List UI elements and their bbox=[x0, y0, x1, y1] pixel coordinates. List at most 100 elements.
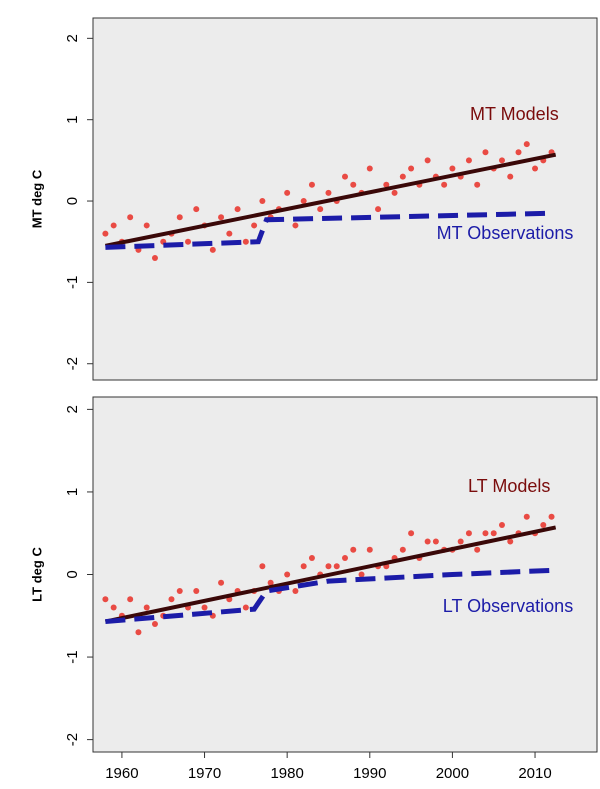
observations-label: MT Observations bbox=[437, 223, 574, 243]
model-point bbox=[375, 206, 382, 213]
model-point bbox=[482, 530, 489, 537]
model-point bbox=[226, 230, 233, 237]
model-point bbox=[218, 579, 225, 586]
model-point bbox=[201, 604, 208, 611]
model-point bbox=[127, 596, 134, 603]
model-point bbox=[176, 214, 183, 221]
model-point bbox=[251, 222, 258, 229]
model-point bbox=[242, 238, 249, 245]
model-point bbox=[342, 554, 348, 561]
model-point bbox=[540, 521, 547, 528]
model-point bbox=[424, 538, 431, 545]
model-point bbox=[218, 214, 225, 221]
model-point bbox=[474, 181, 481, 188]
plot-area bbox=[92, 396, 598, 753]
model-point bbox=[308, 554, 315, 561]
x-tick-label: 2010 bbox=[518, 765, 551, 782]
model-point bbox=[507, 173, 514, 180]
y-tick-label: 2 bbox=[64, 405, 81, 413]
model-point bbox=[325, 189, 332, 196]
model-point bbox=[465, 157, 472, 164]
model-point bbox=[242, 604, 249, 611]
model-point bbox=[143, 604, 150, 611]
model-point bbox=[234, 206, 241, 213]
model-point bbox=[391, 189, 398, 196]
model-point bbox=[135, 629, 142, 636]
model-point bbox=[548, 513, 555, 520]
model-point bbox=[168, 596, 175, 603]
model-point bbox=[465, 530, 472, 537]
x-tick-label: 1990 bbox=[353, 765, 386, 782]
model-point bbox=[308, 181, 315, 188]
model-point bbox=[300, 563, 307, 570]
model-point bbox=[317, 206, 324, 213]
y-tick-label: -2 bbox=[64, 733, 81, 746]
observation-line bbox=[105, 567, 552, 625]
model-point bbox=[399, 546, 406, 553]
model-point bbox=[350, 546, 357, 553]
models-label: MT Models bbox=[470, 104, 559, 124]
trend-line bbox=[104, 152, 557, 248]
model-point bbox=[102, 596, 109, 603]
model-point bbox=[193, 206, 200, 213]
model-point bbox=[498, 157, 505, 164]
model-point bbox=[490, 530, 497, 537]
model-point bbox=[151, 254, 158, 261]
model-point bbox=[110, 222, 117, 229]
model-point bbox=[532, 165, 539, 172]
model-point bbox=[209, 246, 216, 253]
y-tick-label: 0 bbox=[64, 570, 81, 578]
model-point bbox=[292, 588, 299, 595]
model-point bbox=[259, 198, 266, 205]
y-tick-label: 0 bbox=[64, 197, 81, 205]
model-point bbox=[523, 141, 530, 148]
y-tick-label: 1 bbox=[64, 116, 81, 124]
model-point bbox=[259, 563, 266, 570]
model-point bbox=[284, 189, 291, 196]
model-point bbox=[515, 149, 522, 156]
model-point bbox=[325, 563, 332, 570]
trend-line bbox=[104, 525, 557, 624]
models-label: LT Models bbox=[468, 476, 550, 496]
model-point bbox=[176, 588, 183, 595]
model-point bbox=[441, 181, 448, 188]
x-tick-label: 1960 bbox=[105, 765, 138, 782]
model-point bbox=[333, 563, 340, 570]
model-point bbox=[482, 149, 489, 156]
observation-line bbox=[105, 210, 552, 250]
model-point bbox=[185, 238, 192, 245]
model-point bbox=[408, 530, 415, 537]
model-point bbox=[284, 571, 291, 578]
model-point bbox=[358, 571, 365, 578]
model-point bbox=[300, 198, 307, 205]
model-point bbox=[110, 604, 117, 611]
model-point bbox=[474, 546, 481, 553]
model-point bbox=[292, 222, 299, 229]
model-point bbox=[523, 513, 530, 520]
model-point bbox=[151, 621, 158, 628]
model-point bbox=[267, 579, 274, 586]
model-point bbox=[399, 173, 406, 180]
model-point bbox=[498, 521, 505, 528]
x-tick-label: 1980 bbox=[270, 765, 303, 782]
model-point bbox=[449, 165, 456, 172]
model-point bbox=[383, 181, 390, 188]
y-tick-label: -2 bbox=[64, 357, 81, 370]
y-tick-label: -1 bbox=[64, 276, 81, 289]
model-point bbox=[366, 546, 373, 553]
x-tick-label: 1970 bbox=[188, 765, 221, 782]
model-point bbox=[102, 230, 109, 237]
x-tick-label: 2000 bbox=[436, 765, 469, 782]
observations-label: LT Observations bbox=[443, 596, 573, 616]
model-point bbox=[432, 538, 439, 545]
model-point bbox=[127, 214, 134, 221]
model-point bbox=[408, 165, 415, 172]
model-point bbox=[457, 538, 464, 545]
y-axis-label: LT deg C bbox=[29, 547, 44, 602]
y-tick-label: 1 bbox=[64, 488, 81, 496]
model-point bbox=[424, 157, 431, 164]
y-tick-label: -1 bbox=[64, 650, 81, 663]
y-tick-label: 2 bbox=[64, 34, 81, 42]
